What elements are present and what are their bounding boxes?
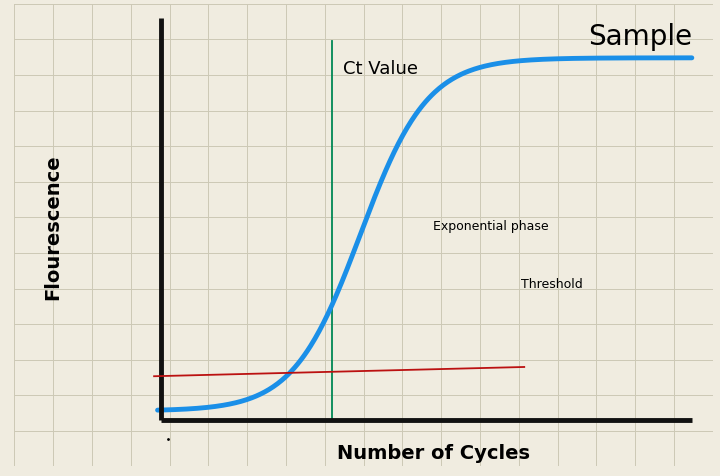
- Text: Exponential phase: Exponential phase: [433, 220, 549, 233]
- Text: Number of Cycles: Number of Cycles: [337, 443, 530, 462]
- Text: Ct Value: Ct Value: [343, 60, 418, 78]
- Text: Flourescence: Flourescence: [43, 154, 63, 299]
- Text: Sample: Sample: [588, 23, 692, 51]
- Text: Threshold: Threshold: [521, 278, 582, 290]
